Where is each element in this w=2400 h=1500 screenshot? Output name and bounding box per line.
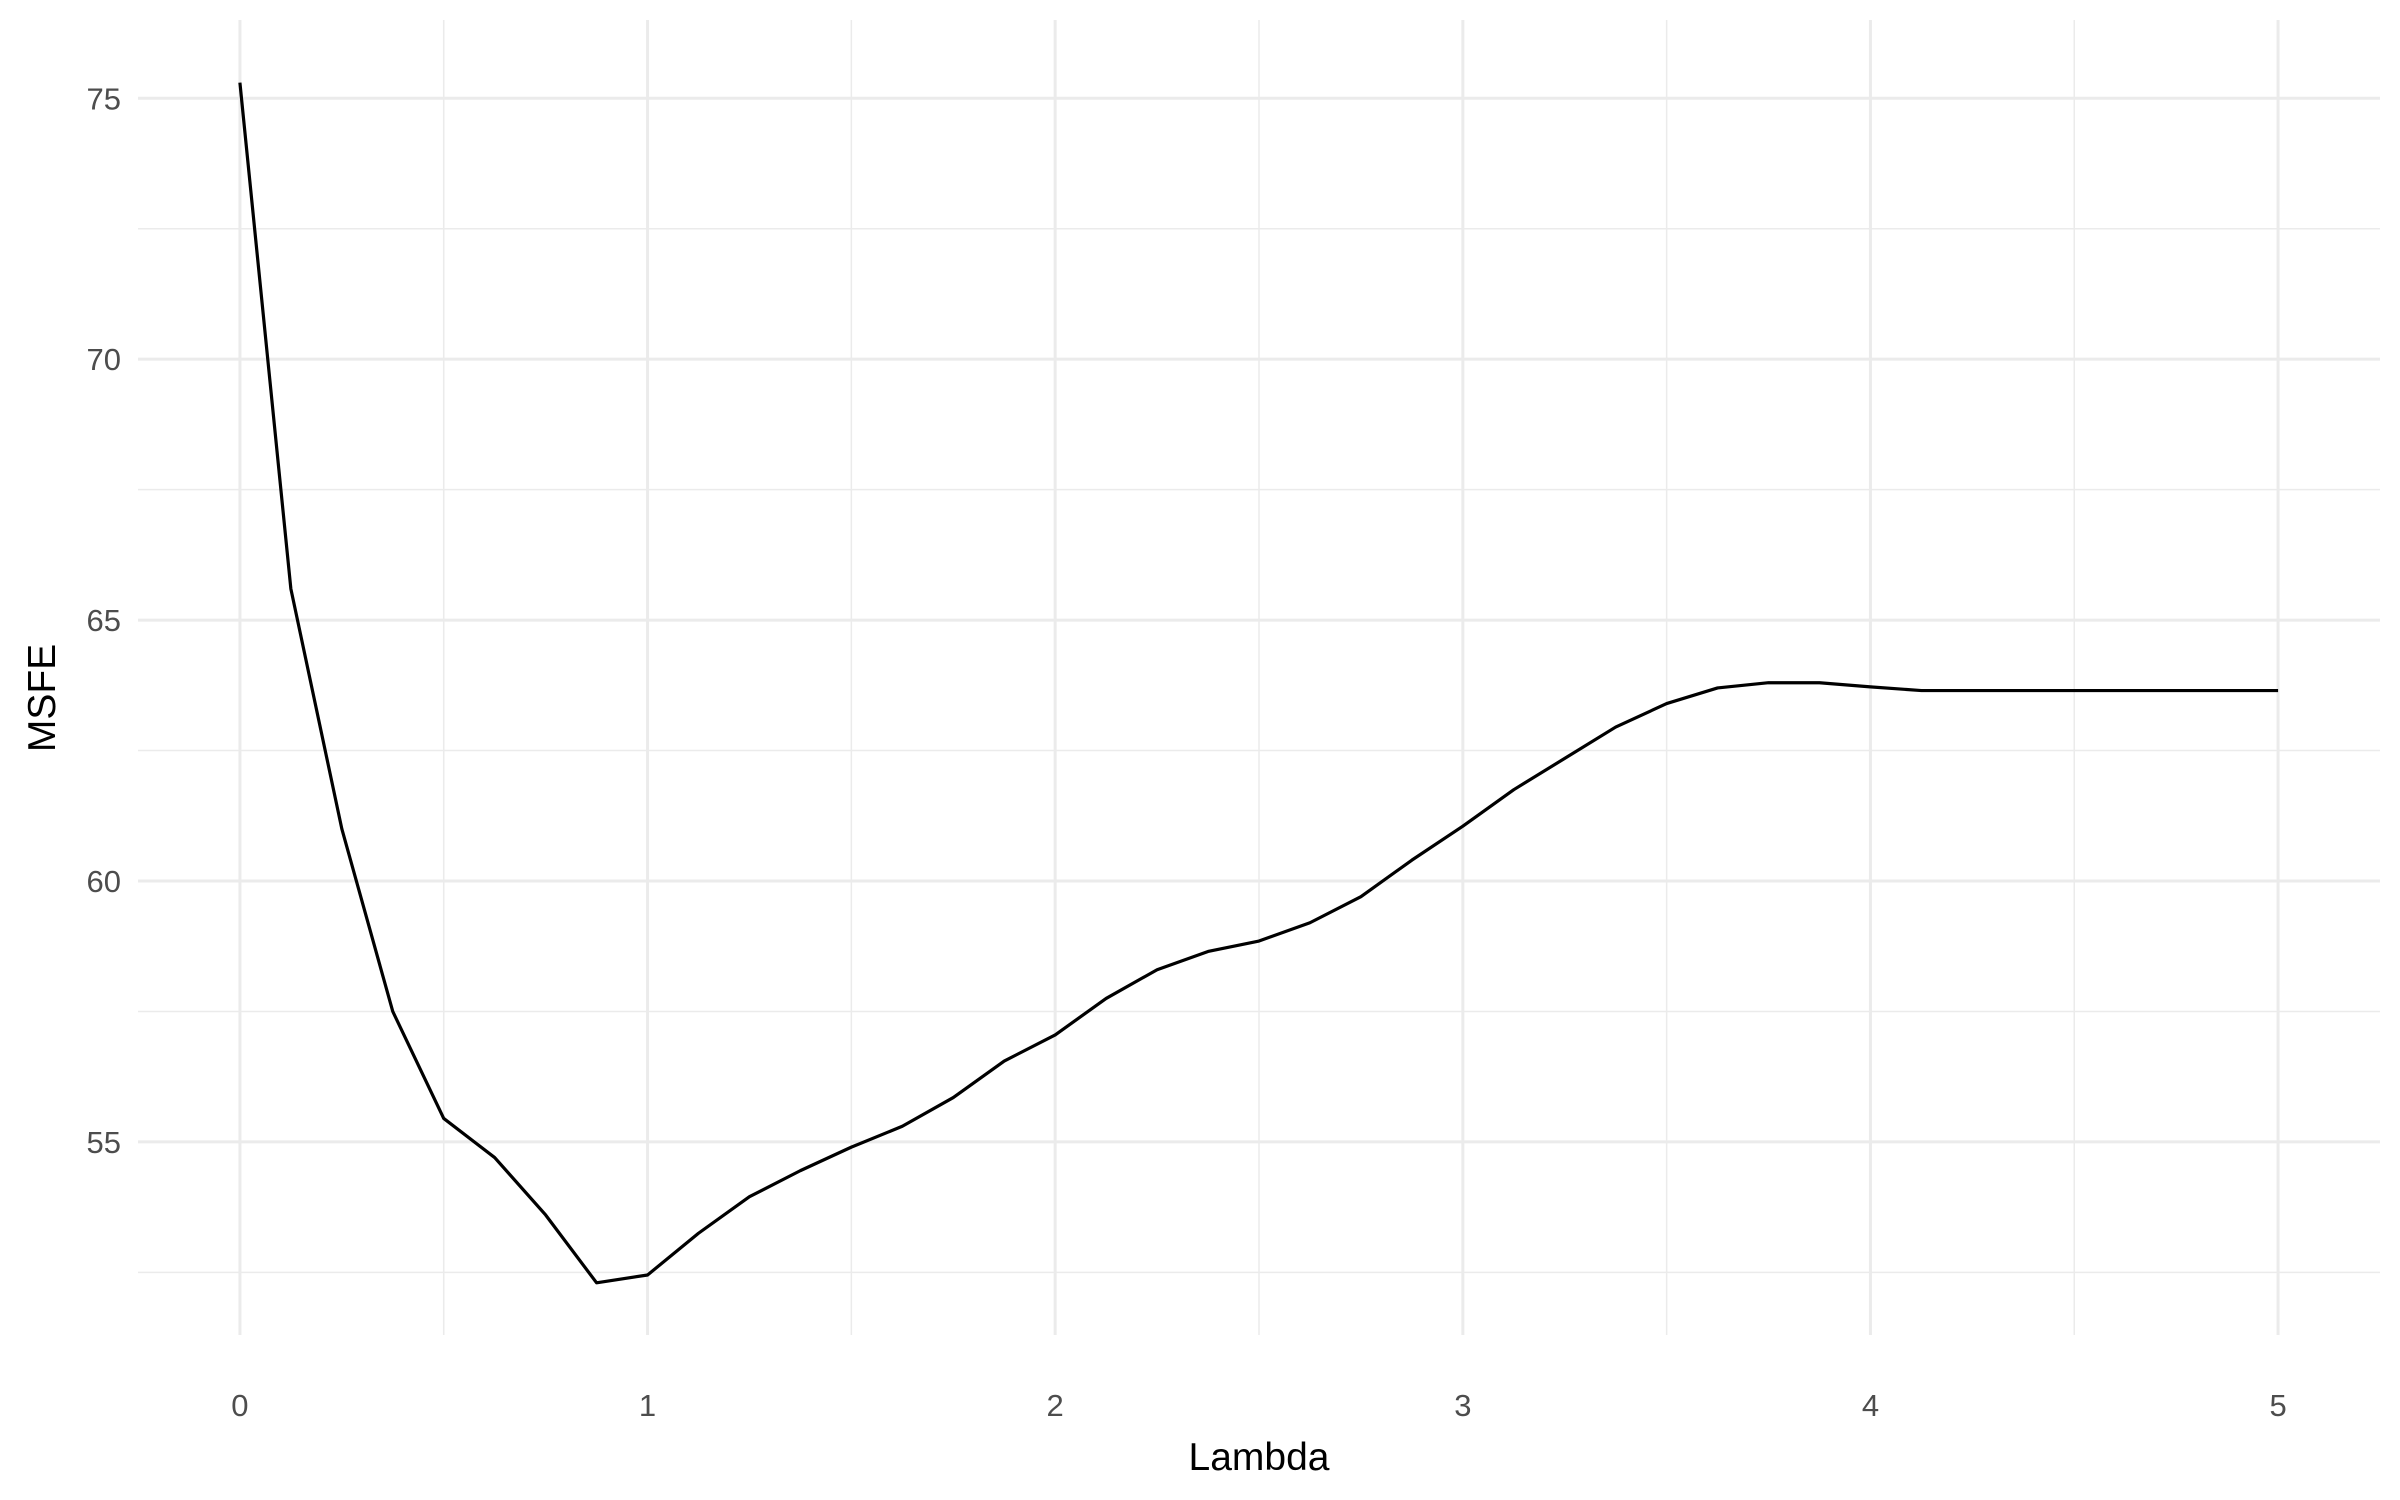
y-tick-label: 75: [87, 81, 121, 116]
series-layer: [238, 82, 2279, 1285]
x-tick-label: 3: [1454, 1388, 1471, 1423]
y-tick-label: 55: [87, 1125, 121, 1160]
minor-gridlines: [138, 20, 2380, 1335]
x-tick-label: 5: [2269, 1388, 2286, 1423]
major-gridlines: [138, 20, 2380, 1335]
msfe-series-line: [238, 82, 2279, 1285]
x-tick-label: 0: [231, 1388, 248, 1423]
x-tick-label: 4: [1862, 1388, 1879, 1423]
x-tick-label: 2: [1047, 1388, 1064, 1423]
y-tick-label: 60: [87, 864, 121, 899]
x-tick-label: 1: [639, 1388, 656, 1423]
y-axis-title: MSFE: [21, 644, 64, 752]
y-tick-label: 70: [87, 342, 121, 377]
y-tick-label: 65: [87, 603, 121, 638]
x-axis-title: Lambda: [1189, 1436, 1330, 1479]
